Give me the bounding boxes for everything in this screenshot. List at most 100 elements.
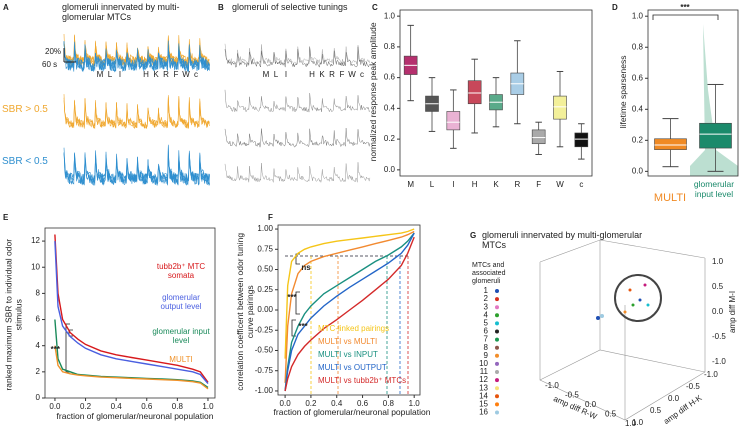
box: [574, 132, 589, 148]
trace: [224, 128, 371, 148]
legend-label: 14: [479, 391, 488, 400]
legend-label: 9: [484, 351, 489, 360]
y-tick-label: 1.00: [257, 224, 273, 233]
series-line: [54, 345, 209, 390]
scale-label: 20%: [45, 47, 61, 56]
odor-label: H: [143, 70, 149, 79]
series-line: [284, 228, 415, 359]
panel-title: glomeruli innervated by multi-glomerular…: [62, 2, 180, 23]
x-tick-label: -1.0: [545, 381, 559, 390]
y-tick-label: 0.6: [632, 73, 644, 82]
x-tick-label: 0.0: [49, 402, 61, 411]
x-tick-label: H: [472, 180, 478, 189]
y-tick-label: 0.8: [384, 42, 396, 51]
y-tick-label: 1.0: [384, 11, 396, 20]
box: [446, 111, 461, 131]
scale-label: 60 s: [42, 60, 57, 69]
legend-swatch: [495, 329, 499, 334]
y-tick-label: 0.2: [384, 134, 396, 143]
y-axis-label: ranked maximum SBR to individual odor st…: [3, 238, 23, 391]
trace: [224, 162, 371, 183]
legend-title: MTCs and associated glomeruli: [472, 262, 506, 286]
guides: [285, 255, 410, 395]
trace: [63, 146, 210, 186]
legend-label: 12: [479, 375, 488, 384]
legend-swatch: [495, 289, 499, 293]
panel-letter: C: [372, 3, 378, 12]
swarm: [690, 24, 738, 176]
trace: [224, 46, 371, 68]
plot-frame: [44, 227, 216, 399]
z-tick-label: -1.0: [712, 357, 726, 366]
z-tick-label: -0.5: [712, 332, 726, 341]
y-tick-label: 0.75: [257, 244, 273, 253]
y-tick-label: 0.25: [257, 285, 273, 294]
y-axis-label: lifetime sparseness: [618, 55, 629, 129]
y-tick-label: 0.00: [257, 305, 273, 314]
cluster-circle: [614, 274, 662, 322]
annotation: ***: [287, 293, 297, 302]
y-tick-label: 0.6: [384, 73, 396, 82]
x-axis-label: fraction of glomerular/neuronal populati…: [56, 411, 214, 421]
legend-label: MULTI vs OUTPUT: [318, 363, 387, 372]
legend-swatch: [495, 345, 499, 350]
x-tick-label: 0.2: [305, 399, 317, 408]
y-tick-label: -0.50: [255, 346, 274, 355]
legend-swatch: [495, 313, 499, 318]
legend-label: 8: [484, 343, 489, 352]
trace: [63, 96, 210, 130]
odor-label: R: [163, 70, 169, 79]
x-tick-label: 0.5: [605, 410, 617, 419]
odor-label: M: [97, 70, 104, 79]
y-tick-label: 8: [36, 288, 41, 297]
x-tick-label: R: [514, 180, 520, 189]
x-tick-label: 1.0: [202, 402, 214, 411]
x-tick-label: L: [430, 180, 435, 189]
series-line: [54, 241, 209, 385]
y-axis-label: correlation coefficent between odor tuni…: [235, 232, 255, 391]
legend-swatch: [495, 321, 499, 326]
legend-swatch: [495, 370, 499, 374]
y-tick-label: 0.2: [632, 135, 644, 144]
y-tick-label: 0.0: [384, 165, 396, 174]
x-tick-label: 0.2: [80, 402, 92, 411]
trace: [63, 43, 210, 72]
x-tick-label: M: [407, 180, 414, 189]
panel-letter: D: [612, 3, 618, 12]
y-tick-label: 10: [31, 262, 40, 271]
legend-label: glomerular output level: [160, 293, 202, 312]
annotation: ***: [298, 322, 308, 331]
x-tick-label: 0.4: [111, 402, 123, 411]
g-axes-box: [539, 239, 706, 421]
odor-label: I: [285, 70, 287, 79]
y-tick-label: 0.0: [668, 394, 680, 403]
trace: [224, 89, 371, 113]
legend-label: MULTI vs MULTI: [318, 337, 378, 346]
x-tick-label: 0.8: [383, 399, 395, 408]
legend-label: 13: [479, 383, 488, 392]
g-points: [596, 283, 650, 320]
legend-swatch: [495, 394, 499, 399]
y-axis-label: normalized response peak amplitude: [368, 22, 379, 162]
legend-label: MTC-linked pairings: [318, 324, 390, 333]
z-tick-label: 1.0: [712, 257, 724, 266]
legend-swatch: [495, 353, 499, 358]
y-tick-label: 0.4: [384, 103, 396, 112]
trace: [63, 40, 210, 73]
legend-swatch: [495, 386, 499, 391]
x-tick-label: 0.4: [331, 399, 343, 408]
y-tick-label: 0.4: [632, 104, 644, 113]
odor-label: K: [153, 70, 159, 79]
y-tick-label: 0.8: [632, 42, 644, 51]
z-tick-label: 0.0: [712, 307, 724, 316]
panel-letter: E: [3, 213, 9, 222]
legend-label: 11: [480, 367, 489, 376]
panel-letter: B: [218, 3, 224, 12]
x-axis-label: fraction of glomerular/neuronal populati…: [273, 407, 431, 417]
series-line: [54, 234, 209, 383]
y-tick-label: 0.50: [257, 265, 273, 274]
x-tick-label: 0.0: [585, 400, 597, 409]
x-tick-label: 0.6: [141, 402, 153, 411]
odor-label: W: [182, 70, 190, 79]
